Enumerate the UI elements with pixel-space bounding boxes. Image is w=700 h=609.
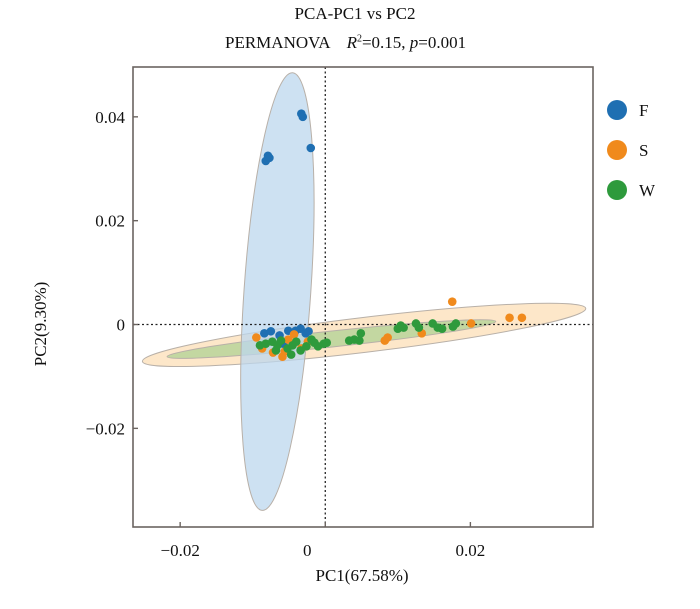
point-S-10 — [383, 333, 392, 342]
x-tick-label: −0.02 — [160, 541, 199, 560]
reference-lines — [133, 67, 593, 527]
y-tick-label: 0.02 — [95, 212, 125, 231]
x-axis-label: PC1(67.58%) — [315, 566, 408, 585]
legend-label-W: W — [639, 181, 656, 200]
point-W-7 — [291, 337, 301, 346]
point-W-1 — [261, 339, 271, 349]
y-axis-ticks: 0.04 0.02 0 −0.02 — [86, 108, 138, 438]
point-W-14 — [322, 338, 332, 347]
legend-item-W: W — [607, 180, 656, 200]
point-F-7 — [266, 326, 276, 336]
point-S-15 — [517, 313, 527, 323]
point-W-30 — [451, 319, 461, 328]
point-F-13 — [304, 326, 313, 336]
subtitle-r2-value: =0.15, — [361, 33, 410, 52]
point-F-5 — [265, 153, 274, 163]
legend-marker-S — [607, 140, 627, 160]
legend-item-S: S — [607, 140, 648, 160]
legend-marker-W — [607, 180, 627, 200]
point-W-28 — [437, 324, 447, 333]
chart-title: PCA-PC1 vs PC2 — [294, 4, 416, 23]
legend-marker-F — [607, 100, 627, 120]
legend: F S W — [607, 100, 656, 200]
point-S-0 — [252, 333, 261, 342]
point-W-25 — [414, 323, 424, 332]
subtitle-r2-label: R — [346, 33, 357, 52]
legend-label-S: S — [639, 141, 648, 160]
point-W-15 — [286, 350, 296, 359]
x-tick-label: 0.02 — [456, 541, 486, 560]
point-S-5 — [289, 330, 299, 339]
point-F-6 — [260, 329, 269, 338]
subtitle-method: PERMANOVA — [225, 33, 330, 52]
plot-frame — [132, 66, 594, 528]
y-tick-label: 0 — [117, 316, 126, 335]
legend-label-F: F — [639, 101, 648, 120]
chart-subtitle: PERMANOVA R2=0.15, p=0.001 — [225, 33, 605, 53]
ellipse-F — [240, 72, 315, 511]
point-S-12 — [447, 297, 457, 306]
point-W-9 — [302, 342, 311, 351]
point-S-13 — [466, 319, 476, 328]
y-tick-label: 0.04 — [95, 108, 125, 127]
subtitle-p-label: p — [409, 33, 419, 52]
legend-item-F: F — [607, 100, 648, 120]
subtitle-r2-sup: 2 — [356, 33, 362, 45]
point-W-19 — [355, 336, 364, 345]
point-W-20 — [356, 329, 366, 338]
y-axis-label: PC2(9.30%) — [31, 282, 50, 367]
point-W-23 — [399, 323, 408, 332]
subtitle-p-value: =0.001 — [418, 33, 467, 52]
x-tick-label: 0 — [303, 541, 312, 560]
confidence-ellipses — [141, 72, 587, 511]
data-points — [252, 109, 527, 362]
x-axis-ticks: −0.02 0 0.02 — [160, 522, 485, 560]
point-F-1 — [298, 112, 308, 122]
y-tick-label: −0.02 — [86, 419, 125, 438]
point-W-4 — [276, 336, 286, 345]
point-F-2 — [306, 143, 316, 153]
point-W-16 — [271, 346, 281, 355]
point-S-8 — [278, 352, 287, 362]
point-S-14 — [505, 313, 514, 323]
